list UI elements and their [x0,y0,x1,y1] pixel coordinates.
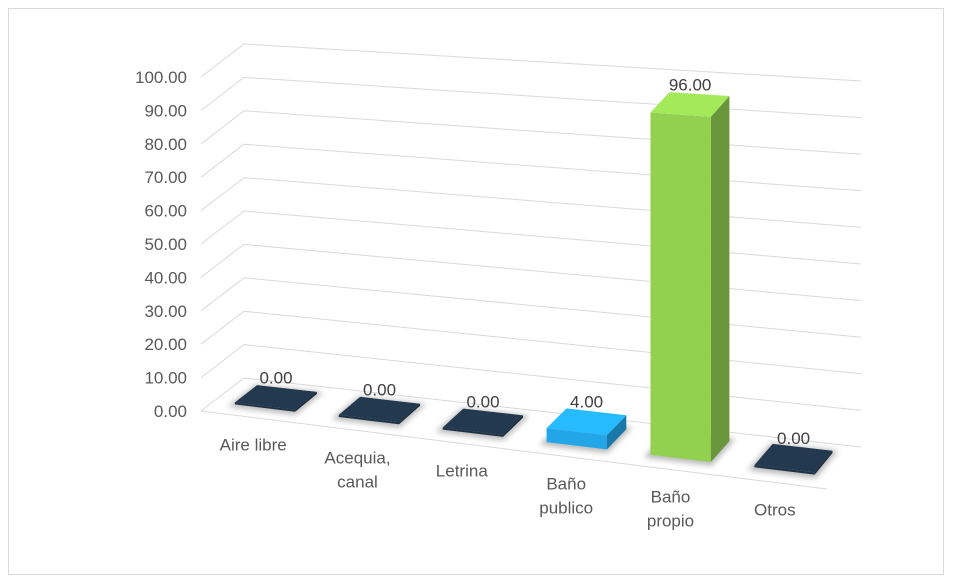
bar [747,443,839,479]
gridline [200,377,862,448]
gridline [200,143,862,192]
y-tick-label: 60.00 [144,202,187,221]
bar [435,408,530,441]
bar-side [295,391,317,412]
gridline [200,243,862,302]
data-label: 4.00 [570,393,603,412]
bar-top [234,385,317,410]
data-label: 0.00 [777,429,810,448]
floor-edge [200,410,828,490]
bar [331,396,427,428]
gridline [200,110,862,155]
gridline [200,277,862,338]
bar-front [442,427,503,437]
bar-side [399,403,420,425]
y-tick-label: 50.00 [144,235,187,254]
gridline [200,177,862,228]
bar-side [814,450,833,475]
y-tick-label: 20.00 [144,335,187,354]
bar-side [606,415,627,450]
bar-top [754,443,833,473]
y-tick-label: 90.00 [144,101,187,120]
x-category-label: Baño propio [647,488,694,531]
bar-side [710,96,730,462]
x-category-label: Acequia, canal [324,449,390,492]
y-tick-label: 30.00 [144,302,187,321]
data-label: 0.00 [363,380,396,399]
bar [539,408,633,453]
y-tick-label: 80.00 [144,135,187,154]
y-tick-label: 100.00 [135,68,187,87]
data-labels: 0.00 0.00 0.00 4.00 96.00 0.00 [259,75,810,448]
bar-front [546,428,607,450]
y-tick-label: 0.00 [154,402,187,421]
x-category-label: Aire libre [220,436,287,455]
bar-top [338,396,420,423]
x-category-label: Otros [754,501,796,520]
data-label: 0.00 [466,393,499,412]
chart-frame: 0.00 10.00 20.00 30.00 40.00 50.00 60.00 70.00 8… [8,8,944,575]
x-category-label: Letrina [436,462,489,481]
y-axis-ticks: 0.00 10.00 20.00 30.00 40.00 50.00 60.00 70.00 8… [135,68,187,421]
x-axis-categories: Aire libre Acequia, canal Letrina Baño public… [220,436,796,531]
bar-front [234,402,296,412]
bar [227,384,324,415]
y-tick-label: 70.00 [144,168,187,187]
bar-chart-3d: 0.00 10.00 20.00 30.00 40.00 50.00 60.00 70.00 8… [135,43,862,531]
bar-top [442,408,524,435]
y-tick-label: 10.00 [144,369,187,388]
bar-side [503,415,524,437]
gridline [200,76,862,119]
data-label: 0.00 [259,368,292,387]
data-label: 96.00 [669,75,712,94]
gridlines [200,43,862,490]
x-category-label: Baño publico [539,475,593,518]
gridline [200,310,862,375]
bar [643,92,736,466]
bar-top [650,92,730,117]
bar-front [754,465,815,475]
bar-top [546,408,627,436]
bar-front [338,414,399,425]
y-tick-label: 40.00 [144,268,187,287]
gridline [200,43,862,82]
bars [227,92,839,479]
bar-front [650,112,711,462]
